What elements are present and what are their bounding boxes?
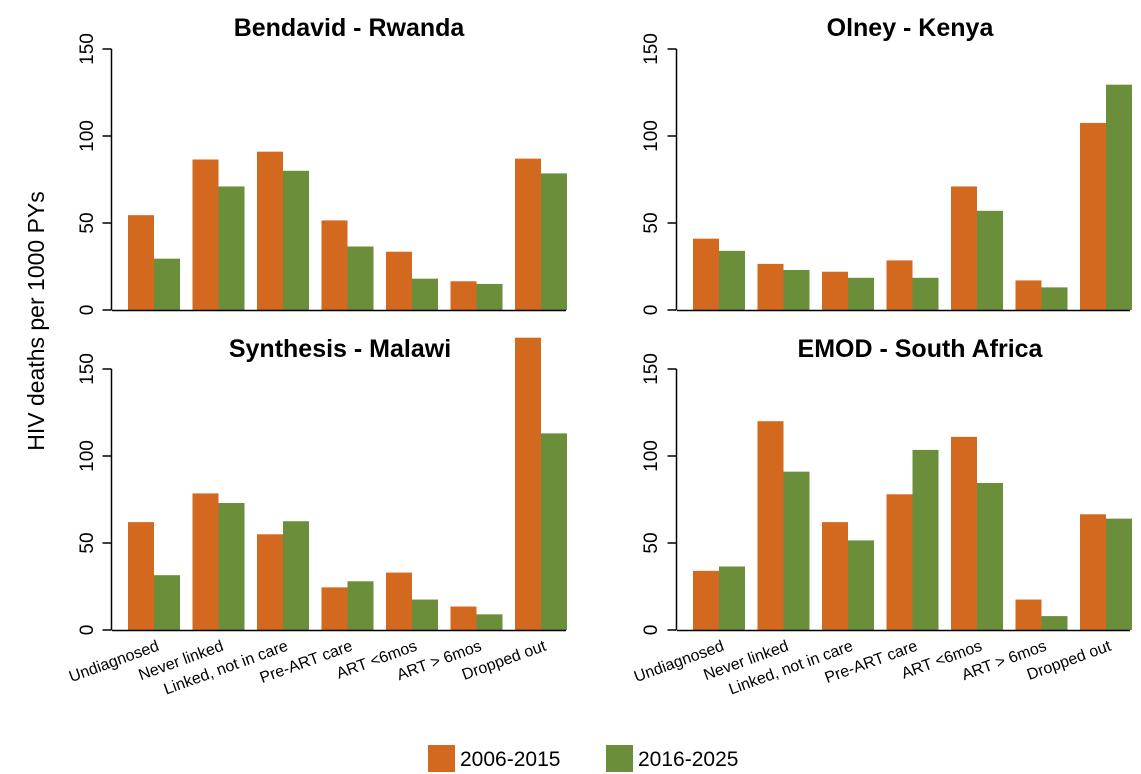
bar-pre-art-care-2016-2025 (347, 581, 374, 630)
bar-art-6mos-2016-2025 (476, 283, 503, 310)
bar-art-6mos-2016-2025 (412, 278, 438, 310)
bar-art-6mos-2006-2015 (450, 281, 477, 310)
panel-3: Synthesis - Malawi050100150UndiagnosedNe… (67, 335, 567, 698)
panels: Bendavid - Rwanda 0 50 100 150 Olney - Kenya 0… (67, 14, 1132, 698)
bar-undiagnosed-2016-2025 (719, 566, 745, 630)
bar-art-6mos-2016-2025 (476, 614, 503, 630)
bar-linked-not-in-care-2006-2015 (822, 522, 848, 630)
y-tick-label: 50 (77, 532, 98, 553)
bar-dropped-out-2006-2015 (515, 158, 541, 310)
y-tick-label: 100 (641, 120, 662, 152)
y-tick-label: 50 (641, 212, 662, 233)
legend: 2006-2015 2016-2025 (428, 745, 738, 772)
panel-4: EMOD - South Africa050100150UndiagnosedN… (632, 335, 1132, 698)
y-tick-label: 0 (641, 625, 662, 636)
bar-art-6mos-2016-2025 (412, 599, 438, 630)
panel-2: Olney - Kenya 0 50 100 150 (641, 14, 1132, 315)
bar-art-6mos-2016-2025 (977, 210, 1003, 310)
bar-pre-art-care-2006-2015 (321, 587, 348, 630)
bar-art-6mos-2006-2015 (450, 606, 477, 630)
y-tick-label: 150 (641, 353, 662, 385)
bar-never-linked-2006-2015 (192, 159, 219, 310)
legend-label: 2006-2015 (460, 748, 560, 771)
bar-never-linked-2006-2015 (757, 421, 784, 630)
bar-dropped-out-2006-2015 (1080, 122, 1106, 310)
bar-art-6mos-2006-2015 (1015, 599, 1042, 630)
y-tick-label: 50 (641, 532, 662, 553)
bar-never-linked-2016-2025 (783, 471, 810, 630)
bar-undiagnosed-2016-2025 (719, 250, 745, 310)
bar-undiagnosed-2006-2015 (693, 238, 719, 310)
bar-undiagnosed-2016-2025 (154, 258, 180, 310)
bar-art-6mos-2016-2025 (977, 482, 1003, 630)
y-tick-label: 150 (77, 33, 98, 65)
panel-title: Olney - Kenya (827, 14, 995, 42)
bar-linked-not-in-care-2006-2015 (822, 271, 848, 310)
bar-undiagnosed-2006-2015 (128, 522, 154, 630)
bar-linked-not-in-care-2006-2015 (257, 534, 283, 630)
bar-linked-not-in-care-2016-2025 (848, 277, 874, 310)
bar-never-linked-2016-2025 (218, 186, 245, 310)
bar-dropped-out-2006-2015 (1080, 514, 1106, 630)
bar-pre-art-care-2006-2015 (886, 494, 913, 630)
bar-pre-art-care-2016-2025 (912, 277, 939, 310)
bar-art-6mos-2006-2015 (386, 572, 412, 630)
legend-swatch-2006-2015 (428, 745, 455, 772)
bar-never-linked-2006-2015 (757, 263, 784, 310)
y-tick-label: 0 (77, 305, 98, 316)
bar-art-6mos-2006-2015 (951, 436, 977, 630)
bar-art-6mos-2016-2025 (1041, 616, 1068, 630)
bar-dropped-out-2016-2025 (1106, 84, 1132, 310)
y-axis-label: HIV deaths per 1000 PYs (23, 191, 49, 451)
bar-linked-not-in-care-2016-2025 (283, 170, 309, 310)
y-tick-label: 50 (77, 212, 98, 233)
bar-undiagnosed-2016-2025 (154, 575, 180, 630)
bar-never-linked-2016-2025 (218, 502, 245, 630)
bar-dropped-out-2016-2025 (541, 173, 567, 310)
bar-undiagnosed-2006-2015 (693, 570, 719, 630)
bar-art-6mos-2006-2015 (386, 251, 412, 310)
y-tick-label: 100 (77, 440, 98, 472)
legend-label: 2016-2025 (638, 748, 738, 771)
panel-title: EMOD - South Africa (798, 335, 1044, 363)
bar-art-6mos-2006-2015 (951, 186, 977, 310)
bar-art-6mos-2006-2015 (1015, 280, 1042, 310)
bar-linked-not-in-care-2016-2025 (848, 540, 874, 630)
bar-pre-art-care-2006-2015 (321, 220, 348, 310)
y-tick-label: 150 (77, 353, 98, 385)
panel-title: Synthesis - Malawi (229, 335, 451, 363)
y-tick-label: 150 (641, 33, 662, 65)
y-tick-label: 100 (641, 440, 662, 472)
panel-1: Bendavid - Rwanda 0 50 100 150 (77, 14, 567, 315)
bar-dropped-out-2016-2025 (541, 433, 567, 630)
bar-dropped-out-2016-2025 (1106, 518, 1132, 630)
bar-undiagnosed-2006-2015 (128, 215, 154, 310)
y-tick-label: 100 (77, 120, 98, 152)
bar-never-linked-2006-2015 (192, 493, 219, 630)
bar-linked-not-in-care-2006-2015 (257, 151, 283, 310)
bar-linked-not-in-care-2016-2025 (283, 521, 309, 630)
y-tick-label: 0 (77, 625, 98, 636)
bar-pre-art-care-2016-2025 (912, 449, 939, 630)
bar-pre-art-care-2006-2015 (886, 260, 913, 310)
bar-never-linked-2016-2025 (783, 269, 810, 310)
panel-title: Bendavid - Rwanda (234, 14, 466, 42)
bar-pre-art-care-2016-2025 (347, 246, 374, 310)
legend-swatch-2016-2025 (606, 745, 633, 772)
bar-art-6mos-2016-2025 (1041, 287, 1068, 310)
y-tick-label: 0 (641, 305, 662, 316)
bar-dropped-out-2006-2015 (515, 337, 541, 630)
